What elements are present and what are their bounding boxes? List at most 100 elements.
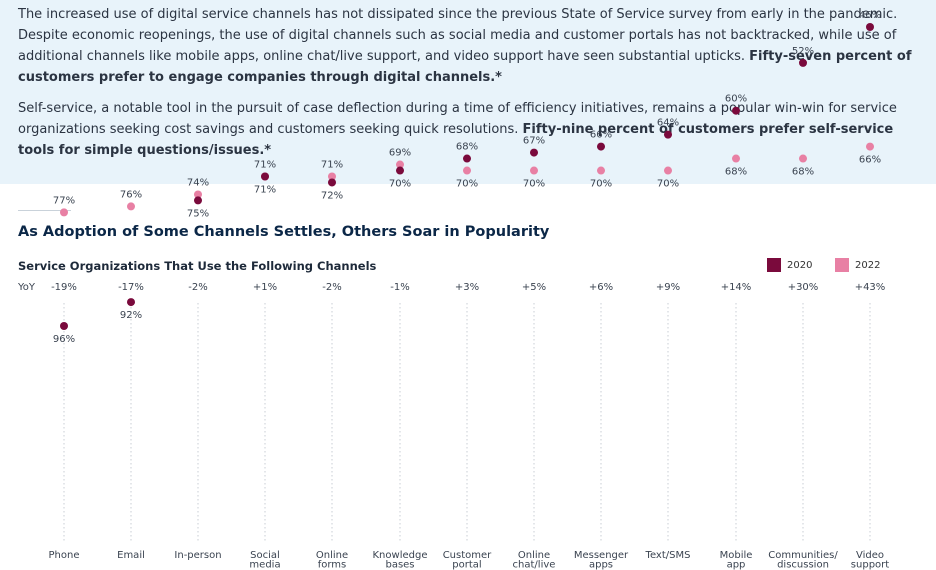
- data-label-2022: 68%: [792, 167, 814, 178]
- intro-p2-bold: Fifty-nine percent of customers prefer s…: [18, 122, 894, 158]
- intro-p2-text: Self-service, a notable tool in the purs…: [18, 101, 897, 137]
- data-label-2020: 71%: [254, 160, 276, 171]
- chart-subtitle: Service Organizations That Use the Follo…: [18, 259, 377, 273]
- point-2022: [463, 166, 471, 175]
- category-label: Text/SMS: [645, 550, 691, 561]
- point-2020: [328, 178, 336, 187]
- category-label: chat/live: [513, 560, 556, 570]
- point-2020: [463, 154, 471, 163]
- intro-paragraph-2: Self-service, a notable tool in the purs…: [18, 98, 923, 161]
- yoy-value: +1%: [253, 282, 277, 293]
- data-label-2022: 70%: [456, 179, 478, 190]
- category-label: portal: [452, 560, 481, 570]
- yoy-value: -2%: [322, 282, 341, 293]
- legend-label-2020: 2020: [787, 260, 813, 271]
- data-label-2020: 52%: [792, 46, 814, 57]
- category-label: media: [249, 560, 280, 570]
- category-label: Messenger: [574, 550, 629, 561]
- point-2022: [866, 142, 874, 151]
- category-label: Email: [117, 550, 145, 561]
- point-2020: [597, 142, 605, 151]
- point-2022: [664, 166, 672, 175]
- point-2022: [328, 172, 336, 181]
- category-label: Video: [856, 550, 884, 561]
- data-label-2022: 71%: [254, 185, 276, 196]
- point-2020: [261, 172, 269, 181]
- data-label-2022: 77%: [53, 195, 75, 206]
- data-label-2020: 96%: [53, 334, 75, 345]
- yoy-value: +30%: [788, 282, 819, 293]
- data-label-2022: 66%: [859, 155, 881, 166]
- point-2022: [597, 166, 605, 175]
- category-label: Customer: [443, 550, 492, 561]
- yoy-value: -19%: [51, 282, 77, 293]
- category-label: Mobile: [720, 550, 753, 561]
- legend-swatch-2020: [767, 258, 781, 272]
- yoy-value: -1%: [390, 282, 409, 293]
- point-2022: [732, 154, 740, 163]
- point-2020: [799, 58, 807, 67]
- intro-p1-bold: Fifty-seven percent of customers prefer …: [18, 49, 912, 85]
- legend-label-2022: 2022: [855, 260, 881, 271]
- data-label-2020: 68%: [456, 142, 478, 153]
- legend-item-2020: 2020: [767, 258, 812, 272]
- point-2022: [396, 160, 404, 169]
- data-label-2022: 76%: [120, 189, 142, 200]
- category-label: In-person: [174, 550, 221, 561]
- point-2020: [60, 322, 68, 330]
- category-label: support: [851, 560, 889, 570]
- category-label: forms: [318, 560, 347, 570]
- legend-swatch-2022: [835, 258, 849, 272]
- data-label-2020: 67%: [523, 136, 545, 147]
- yoy-value: +3%: [455, 282, 479, 293]
- category-label: discussion: [777, 560, 829, 570]
- point-2022: [194, 190, 202, 199]
- yoy-value: +6%: [589, 282, 613, 293]
- yoy-value: -2%: [188, 282, 207, 293]
- category-label: Social: [250, 550, 280, 561]
- data-label-2022: 69%: [389, 148, 411, 159]
- data-label-2022: 71%: [321, 160, 343, 171]
- intro-paragraph-1: The increased use of digital service cha…: [18, 4, 923, 88]
- data-label-2020: 75%: [187, 208, 209, 219]
- point-2020: [194, 196, 202, 205]
- intro-p1-text: The increased use of digital service cha…: [18, 7, 898, 64]
- legend-item-2022: 2022: [835, 258, 880, 272]
- data-label-2020: 64%: [657, 118, 679, 129]
- data-label-2022: 74%: [187, 177, 209, 188]
- data-label-2022: 68%: [725, 167, 747, 178]
- category-label: Online: [316, 550, 348, 561]
- data-label-2020: 46%: [859, 10, 881, 21]
- yoy-value: +43%: [855, 282, 886, 293]
- yoy-value: +14%: [721, 282, 752, 293]
- point-2022: [799, 154, 807, 163]
- yoy-value: +5%: [522, 282, 546, 293]
- chart-title: As Adoption of Some Channels Settles, Ot…: [18, 224, 550, 240]
- section-divider: [18, 210, 71, 211]
- data-label-2020: 72%: [321, 190, 343, 201]
- category-label: bases: [385, 560, 414, 570]
- category-label: Phone: [49, 550, 80, 561]
- data-label-2020: 66%: [590, 130, 612, 141]
- point-2020: [866, 23, 874, 31]
- data-label-2022: 70%: [590, 179, 612, 190]
- data-label-2020: 70%: [389, 179, 411, 190]
- category-label: app: [727, 560, 746, 570]
- point-2020: [664, 130, 672, 139]
- yoy-value: -17%: [118, 282, 144, 293]
- category-label: Online: [518, 550, 550, 561]
- point-2020: [530, 148, 538, 157]
- point-2020: [127, 298, 135, 307]
- category-label: Knowledge: [373, 550, 428, 561]
- yoy-value: +9%: [656, 282, 680, 293]
- point-2022: [530, 166, 538, 175]
- point-2022: [60, 208, 68, 217]
- category-label: apps: [589, 560, 613, 570]
- category-label: Communities/: [768, 550, 838, 561]
- data-label-2020: 60%: [725, 94, 747, 105]
- intro-band: The increased use of digital service cha…: [0, 0, 936, 184]
- point-2020: [396, 166, 404, 175]
- data-label-2022: 70%: [523, 179, 545, 190]
- yoy-label: YoY: [17, 282, 36, 293]
